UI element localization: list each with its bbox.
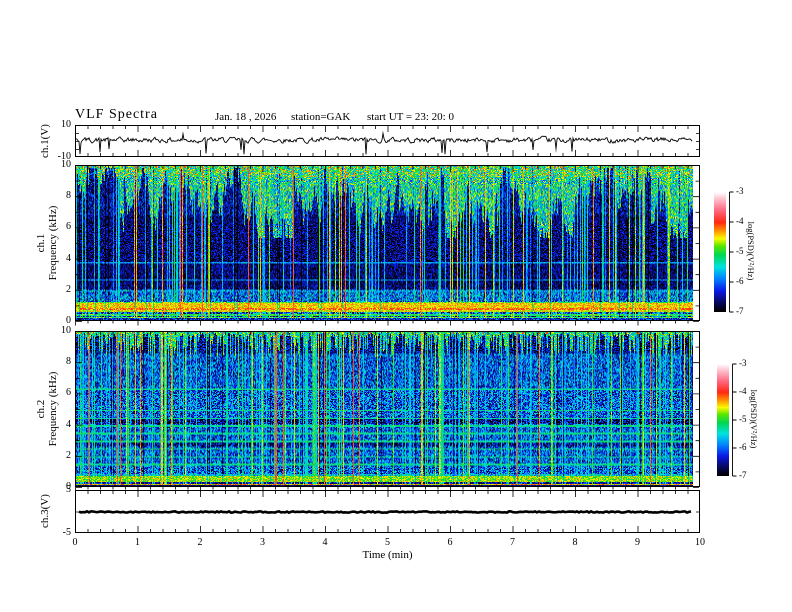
x-tick-label: 9 bbox=[635, 537, 640, 548]
ch2-frequency-axis-label: ch.2 Frequency (kHz) bbox=[35, 372, 59, 447]
colorbar-tick-label: -6 bbox=[739, 442, 747, 452]
colorbar-ch2-canvas bbox=[717, 363, 751, 477]
frequency-units-label: Frequency (kHz) bbox=[47, 371, 59, 447]
colorbar-tick-label: -6 bbox=[736, 276, 744, 286]
y-tick-label: 2 bbox=[66, 449, 71, 461]
y-tick-label: 2 bbox=[66, 283, 71, 295]
x-tick-label: 3 bbox=[260, 537, 265, 548]
ch2-spectrogram-panel bbox=[75, 331, 700, 494]
colorbar-tick-label: -5 bbox=[736, 246, 744, 256]
y-tick-label: 0 bbox=[66, 315, 71, 326]
ch3-waveform-canvas bbox=[75, 490, 700, 535]
y-tick-label: 4 bbox=[66, 418, 71, 430]
x-tick-label: 4 bbox=[322, 537, 328, 548]
y-tick-label: -5 bbox=[62, 527, 71, 538]
date-label: Jan. 18 , 2026 bbox=[215, 111, 277, 123]
y-tick-label: -10 bbox=[57, 151, 71, 162]
colorbar-ch1 bbox=[714, 191, 748, 313]
colorbar-tick-label: -5 bbox=[739, 414, 747, 424]
frequency-units-label: Frequency (kHz) bbox=[47, 205, 59, 281]
colorbar-tick-label: -7 bbox=[736, 306, 744, 316]
y-tick-label: 5 bbox=[66, 484, 71, 495]
x-tick-label: 2 bbox=[197, 537, 203, 548]
ch2-channel-label: ch.2 bbox=[35, 399, 47, 419]
y-tick-label: 10 bbox=[61, 159, 71, 170]
y-tick-label: 10 bbox=[61, 119, 71, 130]
ch1-waveform-canvas bbox=[75, 125, 700, 159]
colorbar-tick-label: -3 bbox=[739, 358, 747, 368]
colorbar-ch1-canvas bbox=[714, 191, 748, 313]
y-tick-label: 10 bbox=[61, 325, 71, 336]
x-tick-label: 0 bbox=[72, 537, 78, 548]
y-tick-label: 8 bbox=[66, 356, 71, 368]
ch3-voltage-axis-label: ch.3(V) bbox=[39, 494, 51, 528]
colorbar-tick-label: -4 bbox=[739, 386, 747, 396]
ch1-waveform-panel bbox=[75, 125, 700, 159]
ch1-spectrogram-panel bbox=[75, 165, 700, 328]
colorbar-tick-label: -7 bbox=[739, 470, 747, 480]
ch1-frequency-axis-label: ch.1 Frequency (kHz) bbox=[35, 206, 59, 281]
ch1-channel-label: ch.1 bbox=[35, 233, 47, 253]
figure-title: VLF Spectra bbox=[75, 107, 158, 122]
y-tick-label: 4 bbox=[66, 252, 71, 264]
start-ut-label: start UT = 23: 20: 0 bbox=[367, 111, 454, 123]
x-tick-label: 5 bbox=[385, 537, 390, 548]
x-tick-label: 7 bbox=[510, 537, 515, 548]
ch1-spectrogram-canvas bbox=[75, 165, 700, 328]
colorbar-tick-label: -3 bbox=[736, 186, 744, 196]
station-label: station=GAK bbox=[291, 111, 351, 123]
time-axis-label: Time (min) bbox=[362, 549, 413, 561]
colorbar-tick-label: -4 bbox=[736, 216, 744, 226]
x-tick-label: 8 bbox=[572, 537, 578, 548]
ch3-waveform-panel bbox=[75, 490, 700, 535]
colorbar-ch2 bbox=[717, 363, 751, 477]
y-tick-label: 6 bbox=[66, 221, 71, 233]
x-tick-label: 6 bbox=[447, 537, 453, 548]
x-tick-label: 10 bbox=[695, 537, 705, 548]
y-tick-label: 6 bbox=[66, 387, 71, 399]
x-tick-label: 1 bbox=[135, 537, 140, 548]
ch2-spectrogram-canvas bbox=[75, 331, 700, 494]
y-tick-label: 0 bbox=[66, 481, 71, 492]
y-tick-label: 8 bbox=[66, 190, 71, 202]
